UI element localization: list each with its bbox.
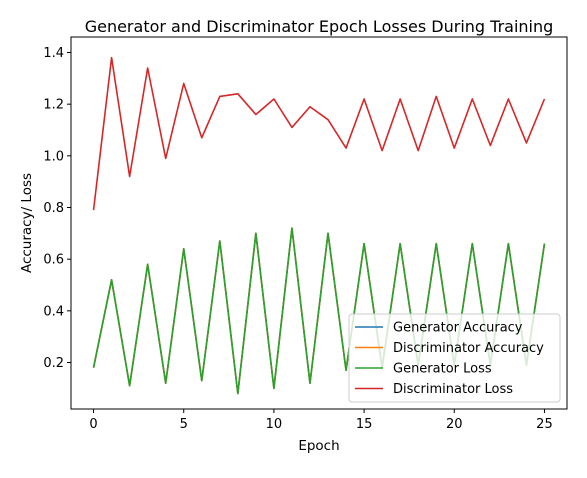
legend-label-0: Generator Accuracy [393,321,523,336]
y-tick-label: 1.0 [43,149,64,164]
y-tick-label: 0.8 [43,201,64,216]
x-axis-label: Epoch [298,438,339,454]
y-tick-label: 0.4 [43,304,64,319]
series-line-2 [92,227,546,395]
chart-title: Generator and Discriminator Epoch Losses… [85,17,554,36]
legend: Generator Accuracy Discriminator Accuracy… [348,313,561,403]
series-line-3 [92,56,546,211]
x-axis: 0 5 10 15 20 25 [89,409,553,432]
x-tick-label: 5 [180,417,188,432]
legend-label-1: Discriminator Accuracy [393,341,544,356]
legend-label-3: Discriminator Loss [393,382,513,397]
legend-label-2: Generator Loss [393,362,492,377]
y-tick-label: 1.2 [43,98,64,113]
legend-box [348,313,561,403]
y-tick-label: 0.6 [43,253,64,268]
x-tick-label: 25 [536,417,553,432]
x-tick-label: 15 [356,417,373,432]
plot-frame [70,36,568,410]
y-tick-label: 1.4 [43,46,64,61]
x-tick-label: 20 [446,417,463,432]
y-axis-label: Accuracy/ Loss [19,173,35,273]
x-tick-label: 10 [266,417,283,432]
series-layer [92,56,546,395]
x-tick-label: 0 [89,417,97,432]
plot-area [70,36,568,410]
y-tick-label: 0.2 [43,356,64,371]
y-axis: 0.2 0.4 0.6 0.8 1.0 1.2 1.4 [43,46,71,371]
